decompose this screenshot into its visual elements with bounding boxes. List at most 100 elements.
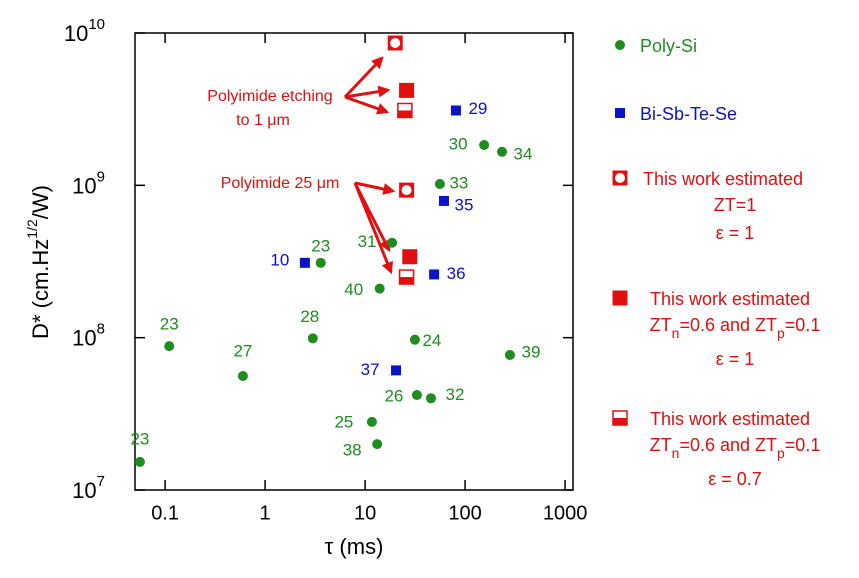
point (429, 269, 440, 280)
point (434, 179, 445, 190)
legend-text: ε = 1 (716, 349, 755, 369)
point (387, 237, 398, 248)
point-label: 10 (270, 250, 289, 269)
x-axis-label: τ (ms) (325, 534, 384, 559)
legend-detail: ZTn=0.6 and ZTp=0.1 (650, 435, 821, 461)
point-dot (615, 40, 625, 50)
y-label-part: D* (cm.Hz (28, 239, 53, 339)
point (299, 257, 310, 268)
point (612, 290, 628, 306)
point-label: 36 (447, 264, 466, 283)
point-label: 28 (300, 307, 319, 326)
point-dot (366, 416, 377, 427)
point-square (402, 249, 418, 265)
point-dot (307, 333, 318, 344)
point-label: 25 (334, 412, 353, 431)
y-tick-exponent: 8 (97, 321, 105, 338)
y-tick-exponent: 9 (97, 168, 105, 185)
y-label-part: /W) (28, 185, 53, 219)
point (615, 108, 625, 118)
point-hole (615, 173, 625, 183)
legend-detail: ZT=1 (714, 195, 757, 215)
point (397, 102, 413, 119)
point (425, 393, 436, 404)
point-dot (504, 349, 515, 360)
point-label: 30 (449, 134, 468, 153)
annotation: Polyimide etching (207, 88, 332, 105)
point-label: 40 (344, 280, 363, 299)
legend-text: ε = 0.7 (708, 469, 762, 489)
point (612, 410, 628, 426)
point-square (615, 108, 625, 118)
legend-subscript: p (777, 325, 785, 341)
point (450, 105, 461, 116)
plot-frame (134, 32, 574, 491)
point-square (612, 290, 628, 306)
x-tick-label: 1 (260, 502, 271, 524)
point-dot (315, 257, 326, 268)
legend-text: ZT=1 (714, 195, 757, 215)
y-axis-label: D* (cm.Hz1/2/W) (24, 185, 53, 339)
y-tick-label: 109 (72, 168, 105, 198)
y-tick-exponent: 7 (97, 473, 105, 490)
point-label: 23 (160, 315, 179, 334)
point (399, 182, 415, 198)
point (479, 139, 490, 150)
point-square (438, 195, 449, 206)
legend-label: Bi-Sb-Te-Se (640, 104, 737, 124)
point (374, 283, 385, 294)
point-dot (409, 334, 420, 345)
point (409, 334, 420, 345)
point-dot (479, 139, 490, 150)
point (438, 195, 449, 206)
legend-label: This work estimated (650, 409, 810, 429)
y-tick-base: 10 (72, 478, 96, 503)
point-dot (425, 393, 436, 404)
point (612, 170, 628, 186)
point (398, 269, 415, 285)
y-label-sup: 1/2 (24, 219, 40, 239)
legend-label: This work estimated (643, 169, 803, 189)
point-hole (390, 37, 401, 48)
point (615, 40, 625, 50)
arrow (343, 56, 384, 99)
point (497, 146, 508, 157)
legend-subscript: n (672, 325, 680, 341)
point-dot (434, 179, 445, 190)
x-tick-label: 1000 (543, 502, 588, 524)
arrow (344, 85, 391, 99)
point (504, 349, 515, 360)
legend-text: ZT (650, 435, 672, 455)
point (134, 456, 145, 467)
legend-text: ZT (650, 315, 672, 335)
x-tick-label: 100 (448, 502, 481, 524)
point-dot (374, 283, 385, 294)
annotation-arrows (343, 56, 396, 275)
point (387, 35, 403, 51)
legend-text: =0.1 (785, 435, 821, 455)
point (307, 333, 318, 344)
point-label: 29 (468, 99, 487, 118)
x-tick-label: 10 (354, 502, 376, 524)
point-dot (372, 439, 383, 450)
legend-subscript: n (672, 445, 680, 461)
legend-subscript: p (777, 445, 785, 461)
point-half (399, 277, 414, 285)
y-tick-label: 107 (72, 473, 105, 503)
arrow (344, 95, 390, 115)
point (402, 249, 418, 265)
point-half (397, 110, 412, 118)
x-tick-label: 0.1 (151, 502, 179, 524)
point (391, 365, 402, 376)
legend-text: =0.6 and ZT (679, 315, 777, 335)
point-square (299, 257, 310, 268)
legend-text: =0.1 (785, 315, 821, 335)
legend-label: This work estimated (650, 289, 810, 309)
y-tick-base: 10 (72, 325, 96, 350)
point-dot (411, 390, 422, 401)
y-tick-base: 10 (72, 173, 96, 198)
annotation: Polyimide 25 μm (221, 175, 340, 192)
legend-text: ε = 1 (716, 223, 755, 243)
point-half (613, 418, 627, 425)
